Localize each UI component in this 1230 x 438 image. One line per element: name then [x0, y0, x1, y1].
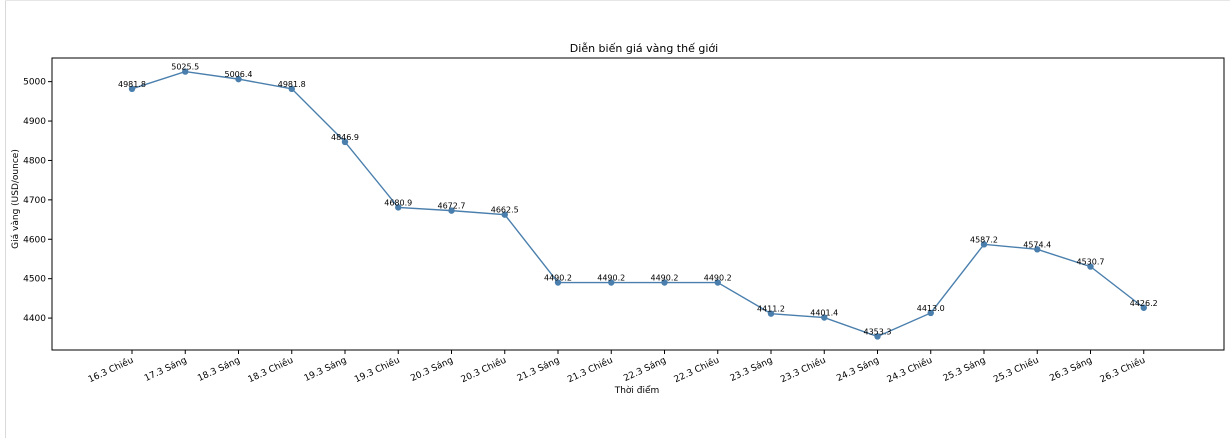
- x-tick-label: 23.3 Chiều: [779, 355, 828, 386]
- data-point: [1087, 263, 1094, 270]
- series-gold-price: [128, 68, 1147, 340]
- data-point: [128, 85, 136, 93]
- data-point: [501, 211, 508, 218]
- data-label: 4353.3: [864, 327, 892, 336]
- data-label: 5006.4: [225, 70, 253, 79]
- data-label: 4672.7: [438, 202, 466, 211]
- x-tick-label: 21.3 Sáng: [516, 356, 562, 384]
- data-point: [554, 279, 562, 286]
- y-tick-label: 4700: [23, 196, 46, 206]
- x-tick-label: 26.3 Sáng: [1048, 356, 1094, 384]
- data-label: 4490.2: [651, 274, 679, 283]
- x-tick-label: 20.3 Sáng: [409, 356, 455, 384]
- x-tick-label: 19.3 Sáng: [303, 356, 349, 384]
- x-tick-label: 17.3 Sáng: [143, 356, 189, 384]
- data-point: [1140, 304, 1147, 311]
- x-tick-label: 25.3 Chiều: [992, 355, 1041, 386]
- x-tick-label: 23.3 Sáng: [729, 356, 775, 384]
- y-tick-label: 4900: [23, 117, 46, 127]
- page-left-border: [5, 0, 6, 438]
- data-label: 4574.4: [1023, 240, 1051, 249]
- data-label: 4401.4: [810, 309, 838, 318]
- data-point: [661, 279, 668, 286]
- data-point: [448, 207, 455, 214]
- data-label: 4587.2: [970, 235, 998, 244]
- x-axis-label: Thời điểm: [614, 385, 660, 396]
- data-point: [341, 138, 349, 146]
- y-tick-label: 4500: [23, 275, 46, 285]
- x-tick-label: 24.3 Sáng: [835, 356, 881, 384]
- data-point: [235, 75, 242, 83]
- data-label: 4981.8: [118, 80, 146, 89]
- data-label: 4490.2: [544, 274, 572, 283]
- y-axis-label: Giá vàng (USD/ounce): [11, 149, 21, 249]
- x-tick-label: 18.3 Chiều: [246, 355, 295, 386]
- data-point: [714, 279, 721, 286]
- data-point: [927, 309, 934, 317]
- data-point: [821, 314, 828, 321]
- data-point: [182, 68, 189, 75]
- x-tick-label: 19.3 Chiều: [353, 355, 402, 386]
- data-labels: 4981.8 5025.5 5006.4 4981.8 4846.9 4680.9 4672…: [118, 63, 1158, 337]
- y-tick-label: 4400: [23, 314, 46, 324]
- x-tick-label: 26.3 Chiều: [1098, 355, 1147, 386]
- data-point: [288, 85, 295, 93]
- data-point: [980, 241, 988, 248]
- x-tick-label: 21.3 Chiều: [566, 355, 615, 386]
- x-tick-label: 16.3 Chiều: [87, 355, 136, 386]
- data-label: 4680.9: [384, 198, 412, 207]
- data-point: [608, 279, 615, 286]
- x-tick-label: 22.3 Sáng: [622, 356, 668, 384]
- data-point: [767, 310, 775, 317]
- data-label: 4662.5: [491, 206, 519, 215]
- y-axis: 4400 4500 4600 4700 4800 4900 5000: [23, 78, 52, 324]
- data-label: 4490.2: [704, 274, 732, 283]
- y-tick-label: 4600: [23, 235, 46, 245]
- x-tick-label: 20.3 Chiều: [459, 355, 508, 386]
- y-tick-label: 4800: [23, 156, 46, 166]
- x-tick-label: 25.3 Sáng: [942, 356, 988, 384]
- data-label: 4490.2: [597, 274, 625, 283]
- chart-title: Diễn biến giá vàng thế giới: [570, 42, 718, 55]
- data-point: [1034, 246, 1041, 253]
- data-label: 4981.8: [278, 80, 306, 89]
- data-label: 4413.0: [917, 304, 945, 313]
- data-label: 4846.9: [331, 133, 359, 142]
- data-label: 5025.5: [171, 63, 199, 72]
- data-label: 4426.2: [1130, 299, 1158, 308]
- x-axis: 16.3 Chiều 17.3 Sáng 18.3 Sáng 18.3 Chiều 19…: [87, 350, 1147, 385]
- data-point: [874, 333, 881, 340]
- page-top-border: [5, 0, 1230, 1]
- data-label: 4411.2: [757, 305, 785, 314]
- x-tick-label: 24.3 Chiều: [885, 355, 934, 386]
- data-label: 4530.7: [1077, 258, 1105, 267]
- y-tick-label: 5000: [23, 78, 46, 88]
- plot-area-frame: [51, 57, 1225, 351]
- x-tick-label: 18.3 Sáng: [196, 356, 242, 384]
- series-line: [131, 70, 1145, 338]
- x-tick-label: 22.3 Chiều: [672, 355, 721, 386]
- data-point: [395, 204, 402, 211]
